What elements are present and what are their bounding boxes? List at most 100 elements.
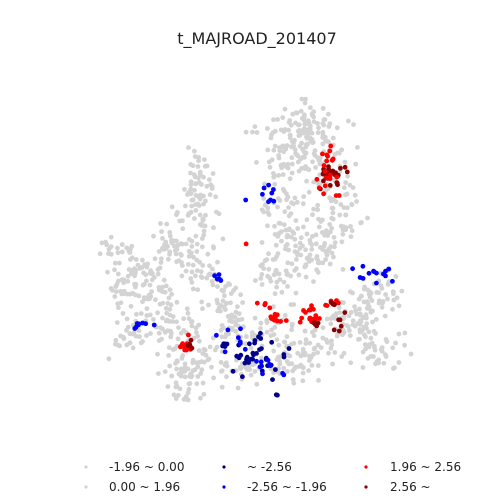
map-point-insignificant — [284, 271, 290, 276]
map-point-insignificant — [311, 151, 317, 157]
map-point-insignificant — [214, 209, 219, 215]
map-point-insignificant — [321, 117, 327, 123]
map-point-hot — [328, 143, 334, 149]
map-point-insignificant — [211, 375, 217, 381]
map-point-insignificant — [204, 275, 210, 281]
map-point-insignificant — [302, 100, 308, 106]
map-point-cold — [386, 266, 392, 272]
map-point-insignificant — [174, 299, 180, 305]
map-point-cold — [383, 273, 388, 279]
map-point-insignificant — [385, 296, 390, 302]
map-point-insignificant — [384, 339, 390, 345]
map-point-insignificant — [350, 185, 356, 191]
map-point-cold — [212, 273, 218, 279]
map-point-cold — [243, 197, 249, 203]
map-point-insignificant — [211, 225, 216, 231]
map-point-hot-strong — [337, 317, 343, 323]
map-point-insignificant — [298, 108, 304, 114]
map-point-hot-strong — [344, 169, 350, 175]
map-point-insignificant — [286, 247, 291, 253]
map-point-insignificant — [368, 354, 374, 359]
map-point-hot — [320, 151, 325, 157]
map-point-insignificant — [124, 327, 129, 333]
map-point-insignificant — [317, 158, 322, 164]
map-point-insignificant — [120, 311, 126, 316]
map-point-insignificant — [334, 333, 340, 339]
map-point-insignificant — [326, 111, 331, 117]
map-point-insignificant — [193, 208, 199, 213]
map-point-insignificant — [343, 180, 349, 186]
map-point-insignificant — [209, 364, 214, 370]
map-title: t_MAJROAD_201407 — [177, 29, 337, 49]
map-point-insignificant — [117, 343, 122, 349]
map-point-insignificant — [132, 266, 137, 272]
map-point-insignificant — [309, 242, 315, 248]
map-point-insignificant — [328, 345, 334, 351]
map-point-insignificant — [219, 369, 224, 374]
map-point-insignificant — [376, 290, 381, 295]
map-point-insignificant — [192, 148, 197, 154]
map-point-insignificant — [174, 259, 180, 265]
map-point-insignificant — [127, 257, 133, 262]
map-point-insignificant — [316, 378, 321, 383]
map-point-cold — [236, 335, 241, 340]
map-point-insignificant — [228, 300, 233, 306]
map-point-insignificant — [274, 357, 280, 362]
map-point-insignificant — [287, 353, 293, 359]
map-point-hot — [325, 153, 330, 159]
map-point-insignificant — [310, 234, 315, 239]
map-point-insignificant — [306, 368, 311, 373]
map-point-insignificant — [317, 260, 322, 266]
map-point-insignificant — [330, 135, 336, 141]
map-point-hot — [262, 301, 268, 306]
map-point-insignificant — [177, 386, 183, 392]
map-point-insignificant — [114, 320, 120, 325]
map-point-hot-strong — [331, 327, 337, 333]
map-point-insignificant — [119, 242, 125, 247]
map-point-insignificant — [201, 346, 207, 352]
map-point-cold — [225, 327, 231, 333]
map-point-insignificant — [360, 349, 366, 355]
map-point-insignificant — [311, 114, 316, 120]
map-point-insignificant — [305, 255, 310, 261]
map-point-insignificant — [323, 228, 329, 234]
map-point-insignificant — [307, 237, 313, 243]
map-point-insignificant — [248, 345, 254, 351]
map-point-cold-strong — [273, 367, 278, 372]
map-point-insignificant — [304, 231, 310, 237]
map-point-insignificant — [168, 331, 174, 336]
map-point-insignificant — [163, 305, 169, 311]
map-point-insignificant — [368, 335, 374, 341]
map-point-insignificant — [188, 162, 194, 167]
map-point-insignificant — [171, 243, 177, 249]
map-point-insignificant — [260, 262, 265, 267]
map-point-insignificant — [148, 268, 154, 274]
map-point-insignificant — [169, 291, 175, 297]
map-point-hot-strong — [338, 165, 343, 171]
map-point-hot — [278, 319, 283, 324]
map-point-insignificant — [380, 300, 385, 306]
map-point-insignificant — [99, 240, 105, 246]
map-point-insignificant — [254, 160, 259, 165]
map-point-insignificant — [371, 328, 377, 334]
map-point-hot — [313, 316, 318, 322]
map-point-insignificant — [315, 121, 320, 126]
map-point-insignificant — [287, 135, 293, 141]
map-point-insignificant — [296, 272, 302, 278]
map-point-insignificant — [174, 212, 179, 218]
map-point-insignificant — [133, 257, 139, 262]
map-point-insignificant — [169, 373, 175, 379]
map-point-cold-strong — [269, 339, 275, 345]
map-point-insignificant — [173, 251, 179, 257]
map-point-insignificant — [113, 289, 119, 294]
map-point-cold-strong — [256, 334, 261, 340]
map-point-insignificant — [162, 289, 168, 295]
map-point-insignificant — [289, 261, 295, 267]
map-point-insignificant — [271, 174, 277, 180]
map-point-insignificant — [290, 377, 296, 382]
map-point-insignificant — [309, 363, 315, 368]
map-point-insignificant — [320, 325, 326, 331]
map-point-insignificant — [281, 129, 287, 135]
map-point-insignificant — [341, 314, 347, 319]
map-point-insignificant — [253, 278, 258, 283]
